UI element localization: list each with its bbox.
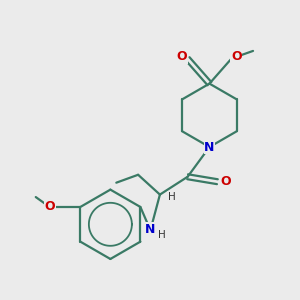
Text: N: N — [204, 140, 214, 154]
Text: O: O — [44, 200, 55, 214]
Text: H: H — [168, 192, 176, 202]
Text: O: O — [220, 175, 231, 188]
Text: H: H — [158, 230, 166, 240]
Text: O: O — [231, 50, 242, 63]
Text: O: O — [176, 50, 187, 63]
Text: N: N — [145, 223, 155, 236]
